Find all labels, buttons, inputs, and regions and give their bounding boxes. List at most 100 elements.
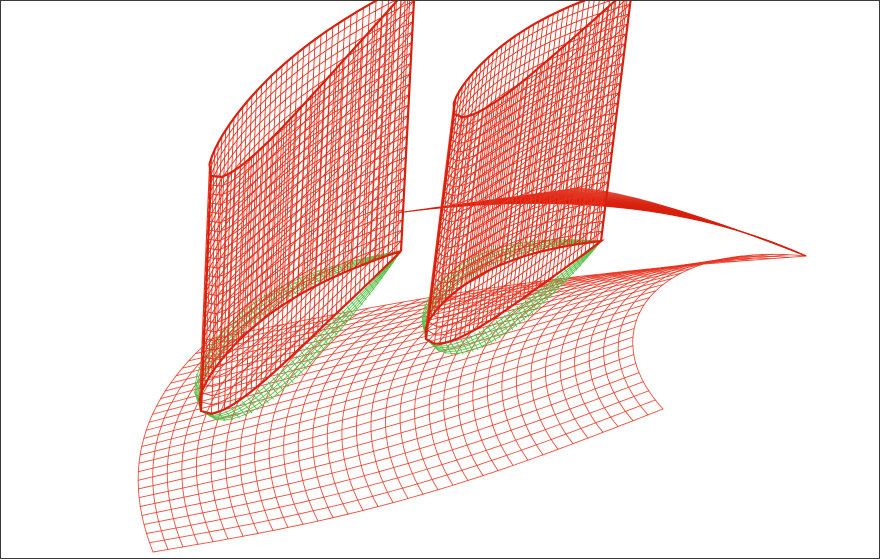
boundary-layer-spoke — [508, 311, 518, 327]
boundary-layer-spoke — [451, 342, 459, 355]
boundary-layer-spoke — [584, 253, 588, 259]
boundary-layer-spoke — [262, 385, 274, 400]
boundary-layer-spoke — [351, 301, 359, 311]
boundary-layer-spoke — [323, 328, 334, 341]
boundary-layer-spoke — [455, 341, 464, 355]
blade-tip-outline — [452, 1, 617, 119]
hub-grid-line — [588, 259, 754, 427]
hub-grid-line — [370, 287, 492, 504]
boundary-layer-spoke — [504, 314, 514, 331]
hub-grid-line — [632, 253, 807, 410]
boundary-layer-spoke — [267, 381, 279, 396]
boundary-layer-spoke — [355, 296, 363, 306]
boundary-layer-spoke — [510, 243, 518, 257]
hub-grid-line — [428, 278, 562, 486]
boundary-layer-spoke — [474, 333, 484, 349]
boundary-layer-spoke — [364, 287, 371, 295]
boundary-layer-spoke — [524, 299, 533, 315]
hub-grid-line — [574, 260, 737, 433]
hub-grid-line — [603, 257, 772, 422]
hub-surface-mesh — [137, 187, 807, 553]
boundary-layer-spoke — [309, 342, 321, 356]
boundary-layer-spoke — [540, 287, 549, 301]
boundary-layer-spoke — [573, 263, 578, 271]
boundary-layer-spoke — [314, 337, 325, 351]
boundary-layer-spoke — [369, 283, 375, 290]
hub-grid-line — [515, 266, 667, 456]
blade-ring-line — [208, 1, 406, 187]
boundary-layer-spoke — [499, 317, 510, 333]
boundary-layer-spoke — [528, 296, 537, 311]
boundary-layer-spoke — [300, 351, 312, 365]
boundary-layer-spoke — [281, 368, 294, 383]
hub-grid-line — [559, 262, 719, 439]
boundary-layer-spoke — [272, 377, 284, 392]
boundary-layer-spoke — [324, 267, 332, 277]
boundary-layer-spoke — [328, 324, 338, 336]
boundary-layer-spoke — [231, 407, 240, 419]
hub-grid-line — [195, 324, 282, 543]
blade-ring-line — [208, 1, 415, 196]
hub-grid-line — [326, 295, 439, 515]
boundary-layer-spoke — [445, 344, 453, 355]
blade-trailing-edge — [599, 1, 632, 242]
boundary-layer-spoke — [378, 273, 383, 279]
boundary-layer-spoke — [247, 397, 258, 411]
boundary-layer-spoke — [460, 339, 469, 354]
boundary-layer-spoke — [319, 333, 330, 346]
boundary-layer-spoke — [421, 320, 426, 328]
boundary-layer-spoke — [305, 346, 317, 360]
hub-grid-line — [283, 304, 387, 525]
boundary-layer-spoke — [194, 392, 200, 399]
boundary-layer-spoke — [387, 264, 391, 269]
boundary-layer-spoke — [465, 337, 474, 352]
boundary-layer-spoke — [495, 320, 505, 336]
boundary-layer-spoke — [552, 278, 560, 290]
boundary-layer-spoke — [520, 302, 530, 318]
blade-meshes — [198, 1, 632, 415]
boundary-layer-spoke — [337, 315, 347, 326]
boundary-layer-spoke — [482, 328, 493, 344]
hub-grid-line — [137, 338, 212, 553]
boundary-layer-spoke — [373, 278, 379, 285]
blade-1-mesh — [198, 1, 416, 415]
hub-grid-line — [312, 298, 422, 519]
boundary-layer-spoke — [236, 404, 247, 417]
hub-grid-line — [297, 301, 404, 522]
boundary-layer-spoke — [478, 330, 488, 347]
boundary-layer-spoke — [360, 292, 367, 301]
boundary-layer-spoke — [291, 359, 303, 374]
hub-grid-line — [545, 263, 702, 445]
boundary-layer-spoke — [242, 401, 253, 414]
boundary-layer-spoke — [211, 414, 217, 421]
boundary-layer-spoke — [295, 355, 308, 370]
hub-grid-line — [239, 314, 334, 534]
hub-grid-line — [385, 285, 509, 499]
boundary-layer-spoke — [580, 256, 585, 263]
hub-grid-line — [181, 327, 264, 545]
boundary-layer-spoke — [532, 293, 541, 308]
boundary-layer-spoke — [516, 305, 526, 321]
boundary-layer-spoke — [512, 308, 522, 324]
hub-grid-line — [225, 317, 317, 537]
boundary-layer-spoke — [434, 344, 439, 352]
blade-2-mesh — [424, 1, 632, 345]
boundary-layer-spoke — [588, 250, 592, 255]
boundary-layer-spoke — [378, 254, 382, 258]
boundary-layer-spoke — [576, 260, 581, 267]
boundary-layer-spoke — [544, 284, 552, 297]
hub-grid-line — [149, 399, 656, 544]
boundary-layer-spoke — [569, 266, 574, 275]
boundary-layer-spoke — [263, 294, 275, 308]
hub-grid-line — [530, 265, 684, 450]
boundary-layer-spoke — [341, 310, 351, 321]
boundary-layer-spoke — [487, 325, 497, 342]
blade-ring-line — [452, 1, 625, 127]
boundary-layer-spoke — [491, 322, 501, 339]
boundary-layer-spoke — [515, 242, 523, 255]
blade-trailing-edge — [399, 1, 416, 252]
hub-grid-line — [472, 272, 614, 472]
boundary-layer-spoke — [561, 272, 567, 282]
